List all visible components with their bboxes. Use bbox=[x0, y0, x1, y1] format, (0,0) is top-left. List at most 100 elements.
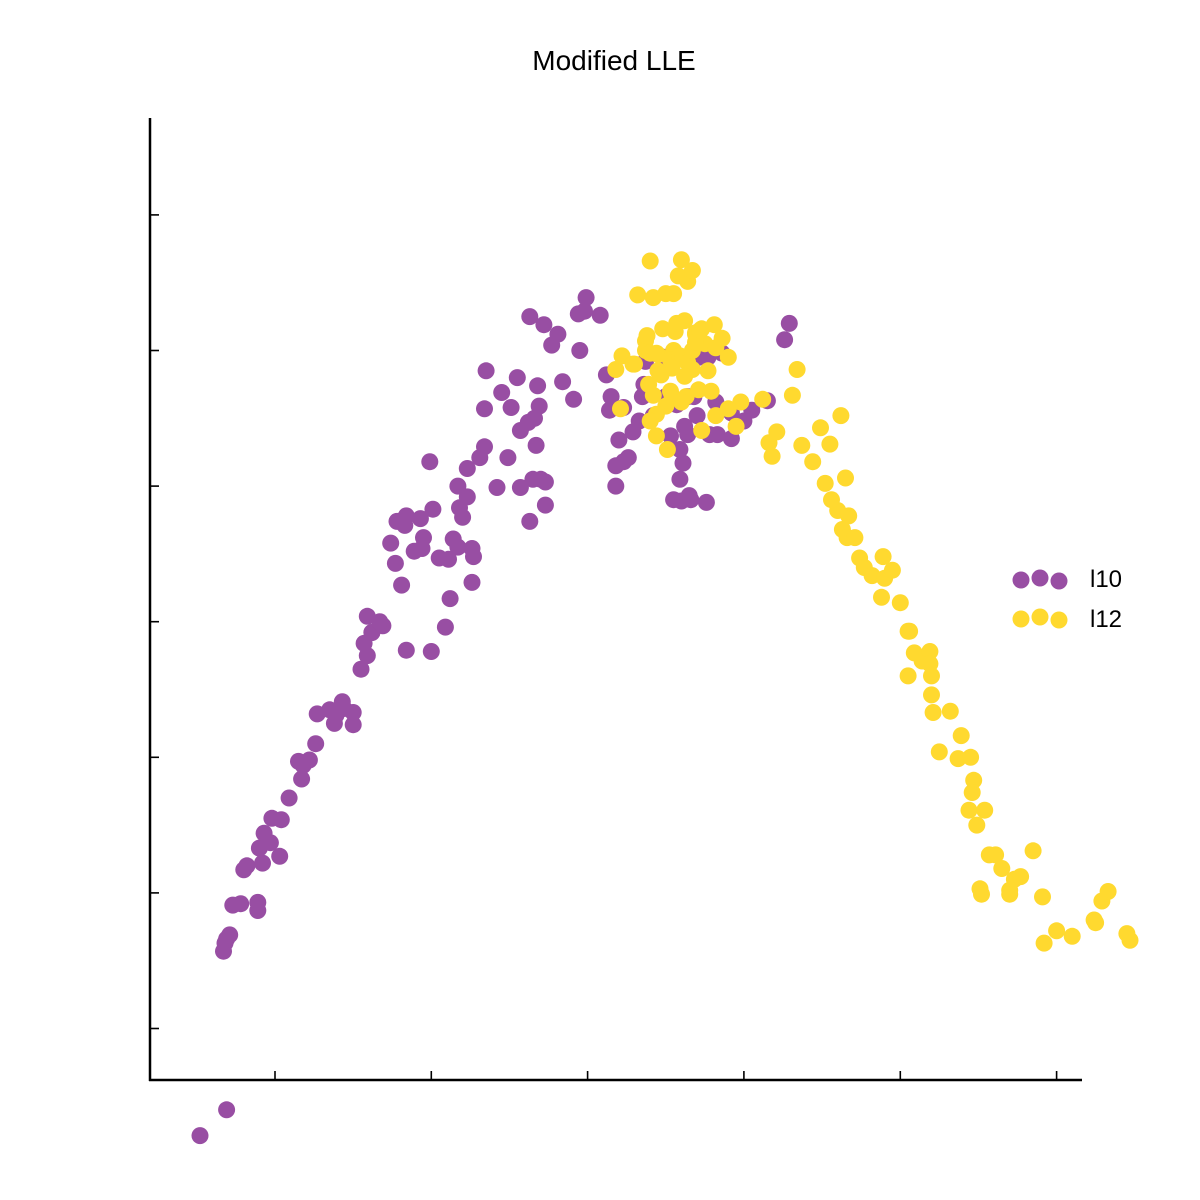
data-point-l10 bbox=[607, 477, 625, 495]
data-point-l12 bbox=[949, 750, 967, 768]
data-point-l10 bbox=[382, 534, 400, 552]
data-point-l10 bbox=[708, 426, 726, 444]
data-point-l12 bbox=[952, 727, 970, 745]
data-point-l10 bbox=[671, 470, 689, 488]
data-point-l12 bbox=[763, 447, 781, 465]
data-point-l10 bbox=[577, 289, 595, 307]
data-point-l10 bbox=[261, 834, 279, 852]
data-point-l10 bbox=[554, 373, 572, 391]
data-point-l12 bbox=[840, 507, 858, 525]
data-point-l10 bbox=[458, 460, 476, 477]
data-point-l10 bbox=[344, 704, 362, 721]
data-point-l12 bbox=[607, 361, 625, 378]
data-point-l12 bbox=[1034, 888, 1051, 906]
data-point-l12 bbox=[707, 407, 725, 425]
data-point-l12 bbox=[783, 386, 801, 404]
data-point-l12 bbox=[683, 262, 701, 279]
data-point-l10 bbox=[463, 540, 481, 557]
data-point-l12 bbox=[647, 427, 665, 445]
data-point-l12 bbox=[644, 386, 662, 404]
data-point-l10 bbox=[662, 427, 679, 445]
data-point-l10 bbox=[493, 384, 511, 401]
chart-title: Modified LLE bbox=[532, 45, 695, 76]
legend-label-l10: l10 bbox=[1090, 566, 1122, 593]
data-point-l12 bbox=[754, 390, 772, 408]
data-point-l12 bbox=[963, 784, 981, 801]
data-point-l10 bbox=[671, 441, 689, 458]
data-point-l12 bbox=[921, 643, 939, 660]
data-point-l12 bbox=[624, 355, 642, 373]
data-point-l10 bbox=[254, 854, 271, 872]
data-point-l12 bbox=[713, 329, 731, 347]
data-point-l10 bbox=[388, 512, 406, 530]
data-point-l12 bbox=[1063, 927, 1081, 945]
data-point-l12 bbox=[823, 491, 840, 509]
data-point-l12 bbox=[960, 801, 978, 819]
data-point-l12 bbox=[993, 860, 1011, 877]
data-point-l10 bbox=[397, 641, 415, 659]
data-point-l10 bbox=[352, 660, 370, 678]
data-point-l12 bbox=[693, 422, 711, 439]
data-point-l12 bbox=[816, 474, 834, 492]
data-point-l12 bbox=[719, 348, 737, 366]
data-point-l12 bbox=[1035, 934, 1053, 952]
data-point-l12 bbox=[837, 469, 854, 487]
data-point-l10 bbox=[424, 500, 442, 518]
data-point-l10 bbox=[682, 491, 700, 509]
data-point-l10 bbox=[280, 789, 298, 807]
data-point-l12 bbox=[669, 267, 687, 285]
data-point-l12 bbox=[699, 362, 717, 380]
data-point-l10 bbox=[610, 431, 628, 449]
data-point-l12 bbox=[821, 435, 839, 453]
data-point-l10 bbox=[371, 613, 389, 631]
data-point-l12 bbox=[883, 561, 901, 579]
data-point-l10 bbox=[527, 436, 545, 454]
data-point-l10 bbox=[615, 453, 633, 471]
legend-label-l12: l12 bbox=[1090, 606, 1122, 633]
data-point-l10 bbox=[358, 647, 376, 665]
data-point-l12 bbox=[691, 321, 709, 339]
data-point-l10 bbox=[344, 716, 362, 734]
data-point-l10 bbox=[476, 400, 493, 418]
data-point-l10 bbox=[293, 770, 311, 788]
data-point-l10 bbox=[477, 362, 495, 380]
data-point-l10 bbox=[422, 643, 440, 660]
data-point-l12 bbox=[846, 529, 864, 547]
data-point-l12 bbox=[662, 382, 679, 400]
data-point-l12 bbox=[641, 252, 659, 270]
data-point-l10 bbox=[532, 470, 550, 488]
data-point-l10 bbox=[218, 1101, 236, 1119]
data-point-l10 bbox=[421, 453, 439, 471]
data-point-l10 bbox=[499, 449, 517, 467]
data-point-l12 bbox=[901, 622, 919, 640]
data-point-l10 bbox=[238, 857, 256, 875]
data-point-l10 bbox=[591, 306, 609, 324]
data-point-l12 bbox=[941, 702, 959, 720]
legend-marker-l10 bbox=[1031, 569, 1049, 587]
plot-area bbox=[148, 118, 1139, 1145]
data-point-l12 bbox=[930, 743, 948, 761]
data-point-l10 bbox=[221, 926, 239, 944]
data-point-l12 bbox=[968, 816, 986, 834]
x-ticks bbox=[274, 1071, 1058, 1080]
data-point-l12 bbox=[672, 393, 690, 411]
data-point-l10 bbox=[393, 576, 411, 594]
data-point-l10 bbox=[454, 508, 472, 526]
data-point-l10 bbox=[232, 895, 250, 913]
data-point-l10 bbox=[571, 342, 589, 359]
y-ticks bbox=[150, 214, 159, 1030]
data-point-l10 bbox=[502, 399, 520, 416]
data-point-l10 bbox=[665, 491, 683, 509]
data-point-l10 bbox=[508, 369, 526, 387]
data-point-l12 bbox=[612, 400, 629, 418]
data-point-l12 bbox=[1118, 925, 1136, 943]
data-point-l12 bbox=[705, 316, 723, 334]
data-point-l12 bbox=[976, 801, 994, 819]
data-point-l10 bbox=[300, 751, 318, 769]
data-point-l12 bbox=[804, 453, 822, 471]
data-point-l10 bbox=[307, 735, 325, 753]
data-point-l10 bbox=[530, 397, 548, 415]
data-point-l10 bbox=[576, 302, 593, 320]
data-point-l12 bbox=[672, 251, 690, 269]
data-point-l10 bbox=[521, 512, 539, 530]
